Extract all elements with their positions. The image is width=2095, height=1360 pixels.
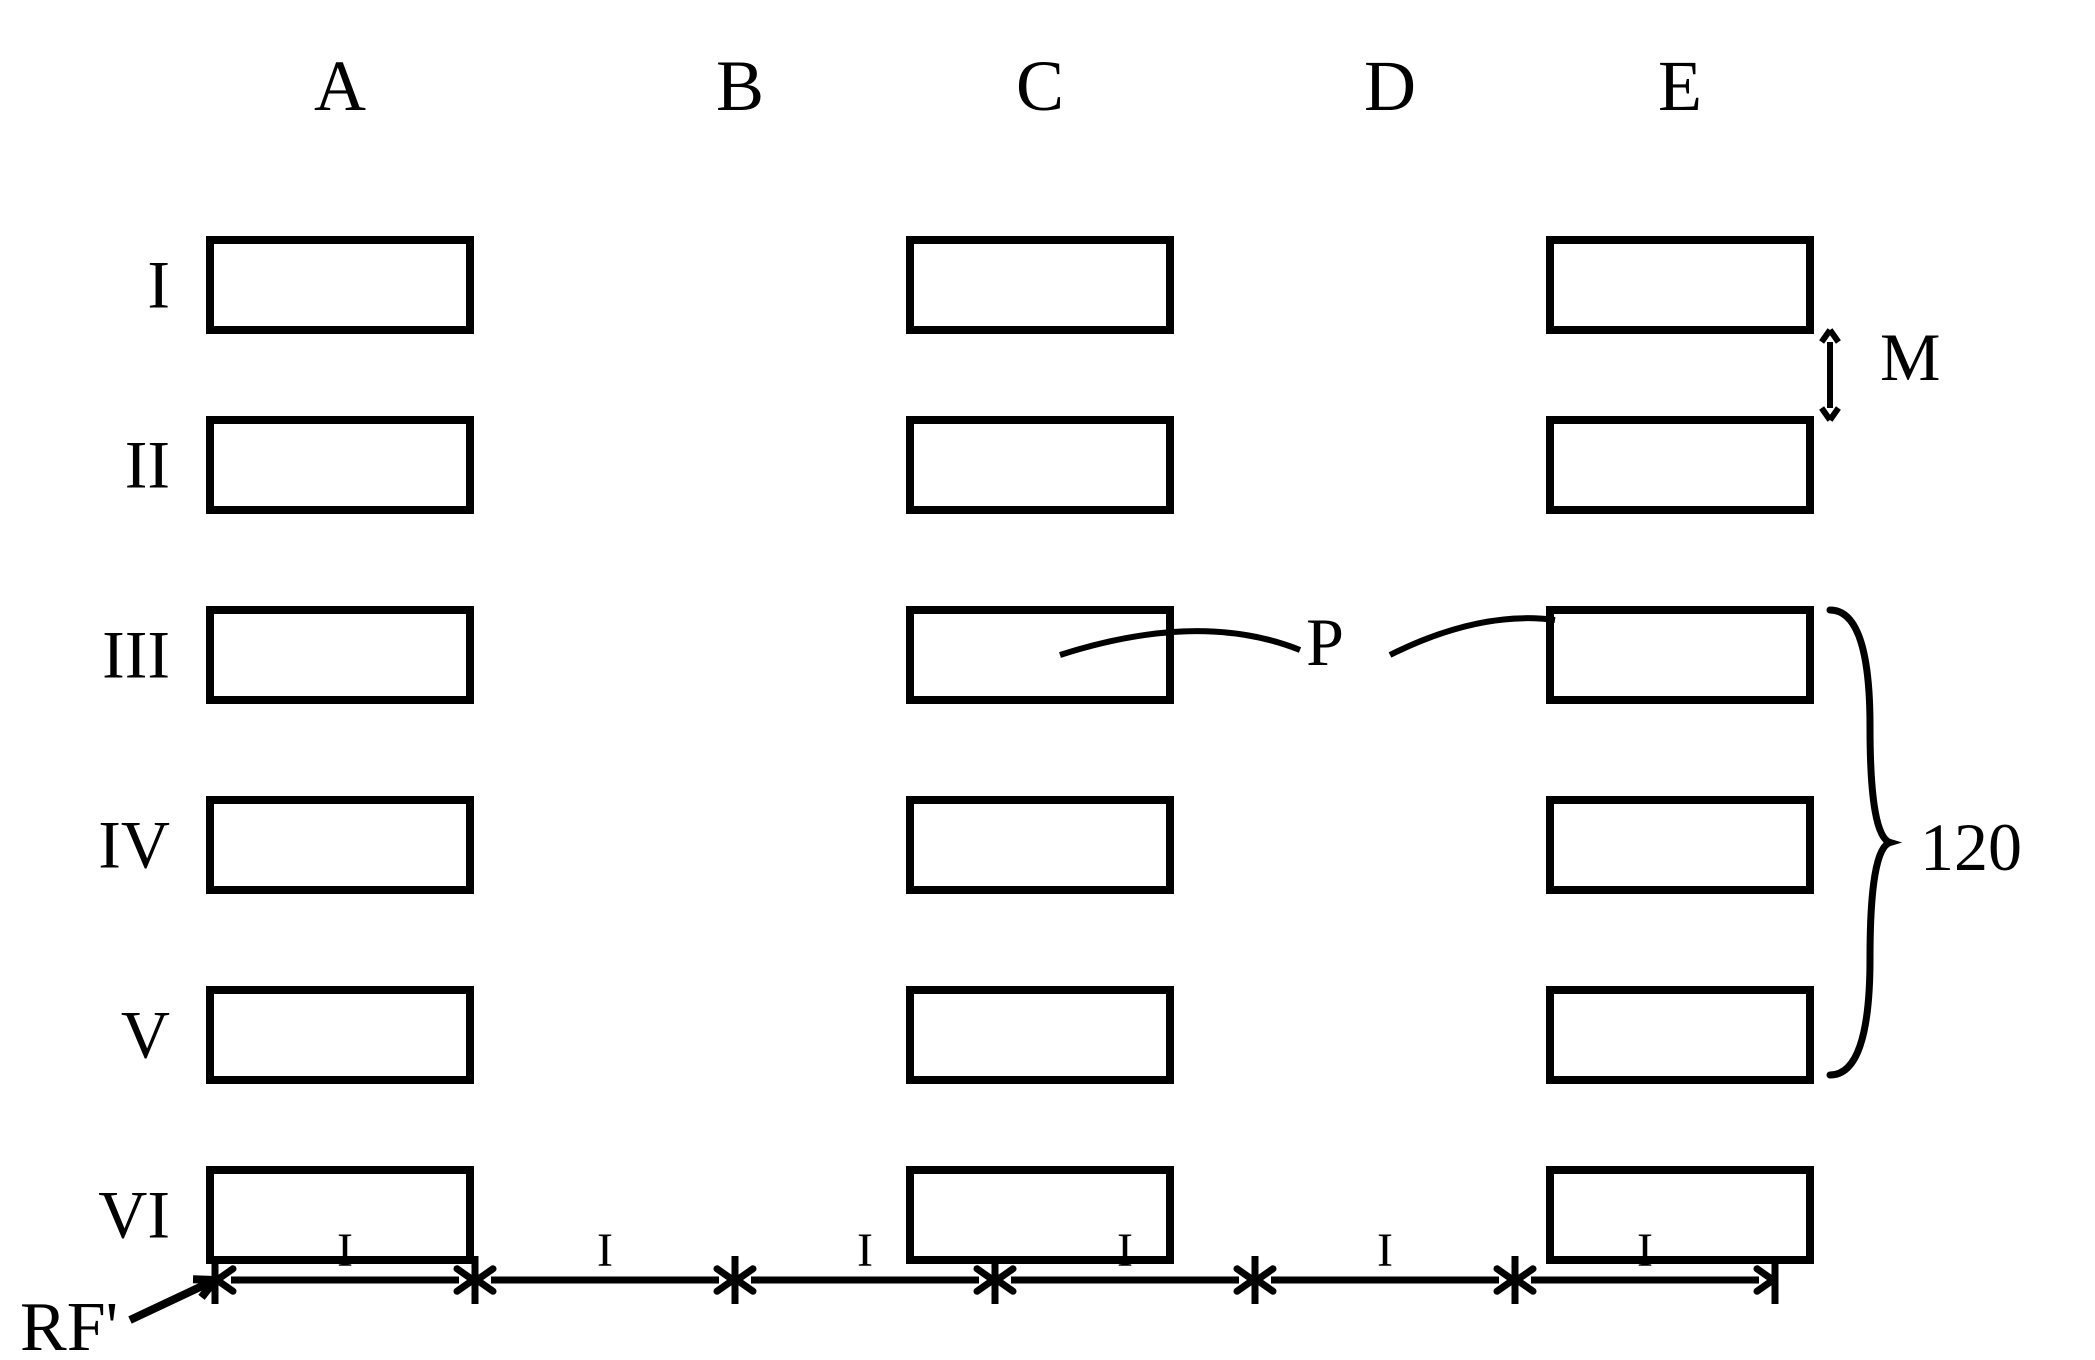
column-label: E xyxy=(1658,46,1702,126)
grid-cell xyxy=(910,420,1170,510)
grid-cell xyxy=(1550,1170,1810,1260)
rf-leader xyxy=(130,1280,215,1320)
row-label: IV xyxy=(98,807,170,883)
p-label: P xyxy=(1306,604,1344,680)
brace-label: 120 xyxy=(1920,809,2022,885)
grid-cell xyxy=(210,990,470,1080)
grid-cell xyxy=(210,420,470,510)
grid-cell xyxy=(910,240,1170,330)
arrow-head-icon xyxy=(457,1269,473,1291)
row-label: II xyxy=(125,427,170,503)
grid-cell xyxy=(1550,240,1810,330)
grid-cell xyxy=(1550,800,1810,890)
arrow-head-icon xyxy=(977,1269,993,1291)
arrow-head-icon xyxy=(1757,1269,1773,1291)
grid-cell xyxy=(210,800,470,890)
ruler-segment-label: I xyxy=(597,1224,613,1277)
grid-cell xyxy=(910,800,1170,890)
grid-cell xyxy=(910,610,1170,700)
arrow-head-icon xyxy=(1822,408,1839,420)
rf-label: RF' xyxy=(20,1289,118,1360)
arrow-head-icon xyxy=(997,1269,1013,1291)
column-label: C xyxy=(1016,46,1064,126)
arrow-head-icon xyxy=(737,1269,753,1291)
row-label: VI xyxy=(98,1177,170,1253)
p-leader xyxy=(1060,631,1300,655)
column-label: D xyxy=(1364,46,1416,126)
arrow-head-icon xyxy=(717,1269,733,1291)
m-label: M xyxy=(1880,319,1940,395)
grid-cell xyxy=(210,610,470,700)
row-label: III xyxy=(102,617,170,693)
brace-icon xyxy=(1830,610,1890,1075)
arrow-head-icon xyxy=(1257,1269,1273,1291)
arrow-head-icon xyxy=(1517,1269,1533,1291)
row-label: V xyxy=(121,997,170,1073)
grid-cell xyxy=(1550,990,1810,1080)
ruler-segment-label: I xyxy=(337,1224,353,1277)
ruler-segment-label: I xyxy=(1637,1224,1653,1277)
grid-cell xyxy=(910,990,1170,1080)
ruler-segment-label: I xyxy=(857,1224,873,1277)
row-label: I xyxy=(147,247,170,323)
p-leader xyxy=(1390,618,1555,655)
arrow-head-icon xyxy=(477,1269,493,1291)
arrow-head-icon xyxy=(217,1269,233,1291)
grid-cell xyxy=(1550,420,1810,510)
arrow-head-icon xyxy=(1497,1269,1513,1291)
ruler-segment-label: I xyxy=(1117,1224,1133,1277)
arrow-head-icon xyxy=(1237,1269,1253,1291)
column-label: B xyxy=(716,46,764,126)
ruler-segment-label: I xyxy=(1377,1224,1393,1277)
grid-cell xyxy=(210,240,470,330)
column-label: A xyxy=(314,46,366,126)
arrow-head-icon xyxy=(1822,330,1839,342)
grid-cell xyxy=(1550,610,1810,700)
